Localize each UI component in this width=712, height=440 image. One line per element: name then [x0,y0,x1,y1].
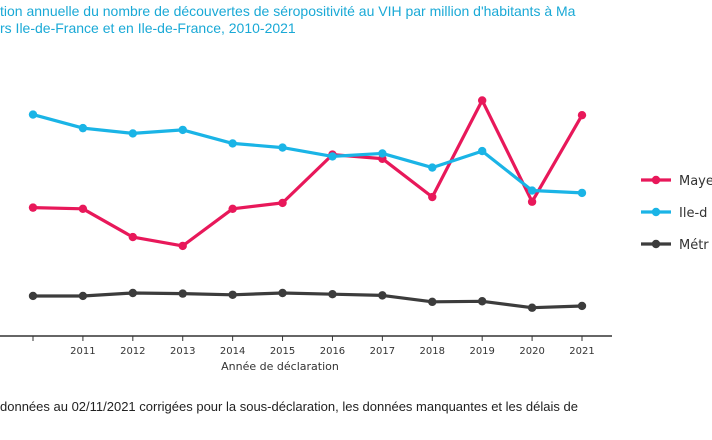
legend-marker-0 [651,175,661,185]
data-point [527,303,537,312]
data-point [378,149,387,158]
chart-title-line-2: rs Ile-de-France et en Ile-de-France, 20… [0,20,296,36]
x-tick-label: 2014 [220,346,245,357]
data-point [577,188,587,198]
data-point [278,198,287,208]
x-tick-label: 2012 [120,346,145,357]
legend-label-1: Ile-d [679,206,707,221]
series-line-1 [31,112,584,195]
data-point [78,123,88,133]
x-tick-label: 2016 [320,346,345,357]
data-point [28,110,38,119]
data-point [328,289,337,299]
data-point [278,143,287,152]
data-point [78,204,88,213]
x-tick-label: 2021 [569,346,594,357]
data-point [477,146,487,156]
data-point [228,290,237,299]
data-point [28,203,38,212]
data-point [178,241,187,251]
x-tick-label: 2020 [519,346,544,357]
x-tick-label: 2018 [420,346,445,357]
data-point [577,301,587,311]
x-tick-label: 2013 [170,346,195,357]
x-tick-label: 2015 [270,346,295,357]
data-point [278,288,287,298]
legend-label-2: Métr [679,238,709,253]
legend: Maye Ile-d Métr [641,174,712,253]
data-point [178,125,187,135]
data-point [477,297,487,306]
data-point [428,163,437,172]
data-point [128,232,138,242]
footnote: données au 02/11/2021 corrigées pour la … [0,399,578,414]
x-axis: 2011 2012 2013 2014 2015 2016 2017 2018 2019 2020… [0,335,612,357]
legend-label-0: Maye [679,174,712,189]
x-tick-label: 2019 [469,346,494,357]
data-point [78,291,88,301]
data-point [228,204,237,213]
data-point [428,192,437,202]
chart-title-line-1: tion annuelle du nombre de découvertes d… [0,3,576,19]
legend-marker-1 [651,207,661,217]
chart-title: tion annuelle du nombre de découvertes d… [0,3,712,37]
data-point [477,96,487,105]
legend-marker-2 [651,239,661,249]
series-line-0 [31,98,584,248]
x-tick-label: 2017 [370,346,395,357]
data-point [228,139,237,148]
x-tick-label: 2011 [70,346,95,357]
series-line-2 [31,291,584,310]
x-axis-label: Année de déclaration [221,360,339,373]
data-point [378,291,387,300]
data-point [28,291,38,301]
data-point [577,110,587,120]
data-point [527,197,537,206]
data-point [128,288,138,298]
data-point [128,129,138,138]
data-point [328,152,337,161]
series-layer [28,96,587,312]
data-point [527,186,537,195]
data-point [428,297,437,307]
data-point [178,289,187,298]
